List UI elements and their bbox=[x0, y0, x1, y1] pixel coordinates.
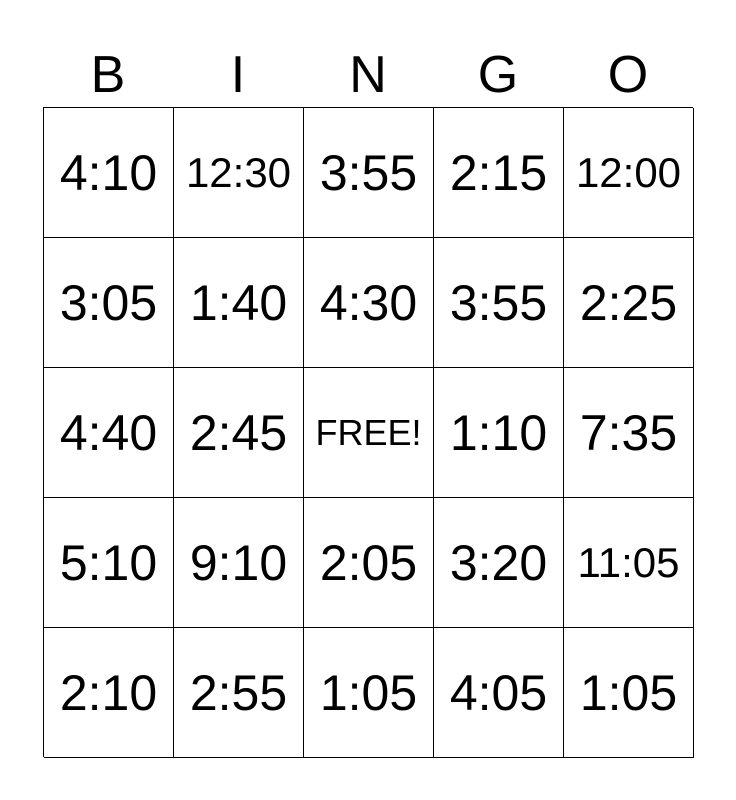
bingo-cell: 1:10 bbox=[434, 368, 564, 498]
header-letter-g: G bbox=[477, 46, 519, 104]
bingo-cell: 4:40 bbox=[44, 368, 174, 498]
bingo-cell: 12:30 bbox=[174, 108, 304, 238]
bingo-cell: 5:10 bbox=[44, 498, 174, 628]
bingo-cell: 1:05 bbox=[304, 628, 434, 758]
bingo-cell: 7:35 bbox=[564, 368, 694, 498]
bingo-cell: 12:00 bbox=[564, 108, 694, 238]
bingo-cell: 11:05 bbox=[564, 498, 694, 628]
header-letter-n: N bbox=[349, 46, 387, 104]
bingo-cell: 4:10 bbox=[44, 108, 174, 238]
bingo-header: B I N G O bbox=[43, 40, 693, 110]
bingo-cell: 3:05 bbox=[44, 238, 174, 368]
bingo-cell: 3:55 bbox=[304, 108, 434, 238]
bingo-cell: 2:05 bbox=[304, 498, 434, 628]
bingo-cell: 2:25 bbox=[564, 238, 694, 368]
header-letter-i: I bbox=[230, 46, 246, 104]
bingo-cell: 2:45 bbox=[174, 368, 304, 498]
header-letter-o: O bbox=[607, 46, 649, 104]
bingo-cell: 9:10 bbox=[174, 498, 304, 628]
bingo-cell: 2:10 bbox=[44, 628, 174, 758]
bingo-cell: 2:15 bbox=[434, 108, 564, 238]
bingo-cell: 1:05 bbox=[564, 628, 694, 758]
bingo-cell: 4:30 bbox=[304, 238, 434, 368]
bingo-cell: 3:20 bbox=[434, 498, 564, 628]
bingo-cell: 4:05 bbox=[434, 628, 564, 758]
bingo-grid: 4:10 12:30 3:55 2:15 12:00 3:05 1:40 4:30 3:55 2:… bbox=[43, 107, 694, 758]
header-letter-b: B bbox=[90, 46, 126, 104]
free-space-cell: FREE! bbox=[304, 368, 434, 498]
bingo-cell: 1:40 bbox=[174, 238, 304, 368]
bingo-cell: 3:55 bbox=[434, 238, 564, 368]
bingo-cell: 2:55 bbox=[174, 628, 304, 758]
